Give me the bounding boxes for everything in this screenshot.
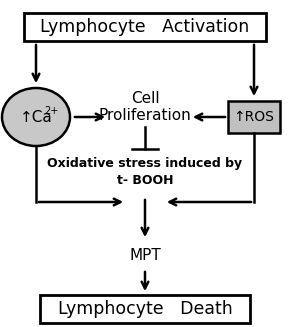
Text: Cell
Proliferation: Cell Proliferation: [99, 91, 191, 123]
Text: ↑Ca: ↑Ca: [20, 110, 52, 125]
FancyBboxPatch shape: [24, 13, 266, 41]
Text: Lymphocyte   Activation: Lymphocyte Activation: [40, 18, 250, 36]
Text: 2+: 2+: [44, 106, 58, 116]
Text: MPT: MPT: [129, 248, 161, 263]
Text: Lymphocyte   Death: Lymphocyte Death: [58, 300, 232, 318]
FancyBboxPatch shape: [228, 101, 280, 133]
Text: ↑ROS: ↑ROS: [233, 110, 274, 124]
FancyBboxPatch shape: [40, 295, 250, 323]
Ellipse shape: [2, 88, 70, 146]
Text: Oxidative stress induced by
t- BOOH: Oxidative stress induced by t- BOOH: [48, 157, 242, 187]
